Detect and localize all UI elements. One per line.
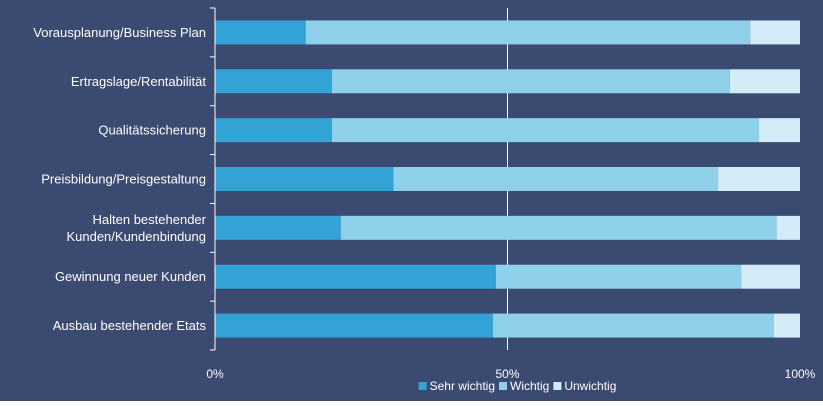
bar-segment-unwichtig-2: [759, 118, 800, 143]
bar-segment-wichtig-4: [340, 215, 777, 240]
bar-segment-unwichtig-1: [729, 69, 800, 94]
bar-segment-unwichtig-0: [750, 20, 800, 45]
bar-segment-sehr-wichtig-3: [215, 167, 394, 191]
category-label: Preisbildung/Preisgestaltung: [41, 172, 206, 187]
bar-segment-wichtig-1: [332, 69, 730, 94]
legend-swatch-unwichtig: [553, 382, 562, 390]
bar-segment-unwichtig-6: [773, 313, 800, 338]
category-label: Ausbau bestehender Etats: [53, 318, 207, 333]
legend-label: Unwichtig: [564, 379, 616, 393]
x-tick-labels: 0% 50% 100%: [206, 367, 815, 381]
axes: [210, 7, 216, 351]
category-labels: Vorausplanung/Business Plan Ertragslage/R…: [33, 25, 206, 333]
bar-segment-unwichtig-4: [776, 215, 800, 240]
bar-segment-wichtig-0: [305, 20, 751, 45]
bar-segment-sehr-wichtig-4: [215, 215, 341, 240]
bar-segment-wichtig-2: [332, 118, 760, 143]
category-label: Vorausplanung/Business Plan: [33, 25, 206, 40]
category-label: Halten bestehender Kunden/Kundenbindung: [66, 212, 206, 244]
bar-segment-sehr-wichtig-2: [215, 118, 332, 143]
x-tick-label: 100%: [785, 367, 816, 381]
legend-swatch-sehr-wichtig: [418, 382, 427, 390]
bar-segment-wichtig-6: [492, 313, 774, 338]
legend: Sehr wichtig Wichtig Unwichtig: [418, 379, 616, 393]
x-tick-label: 50%: [495, 367, 519, 381]
bars: [215, 20, 800, 338]
bar-segment-sehr-wichtig-0: [215, 20, 306, 45]
legend-label: Wichtig: [510, 379, 549, 393]
bar-segment-wichtig-3: [393, 167, 719, 191]
x-tick-label: 0%: [206, 367, 224, 381]
category-label: Gewinnung neuer Kunden: [55, 269, 206, 284]
bar-segment-wichtig-5: [495, 264, 742, 289]
category-label: Ertragslage/Rentabilität: [71, 74, 207, 89]
bar-segment-sehr-wichtig-1: [215, 69, 332, 94]
category-label: Qualitätssicherung: [98, 123, 206, 138]
bar-segment-sehr-wichtig-5: [215, 264, 496, 289]
bar-segment-unwichtig-3: [718, 167, 800, 191]
legend-label: Sehr wichtig: [430, 379, 495, 393]
bar-segment-unwichtig-5: [741, 264, 800, 289]
bar-segment-sehr-wichtig-6: [215, 313, 493, 338]
legend-swatch-wichtig: [499, 382, 507, 390]
